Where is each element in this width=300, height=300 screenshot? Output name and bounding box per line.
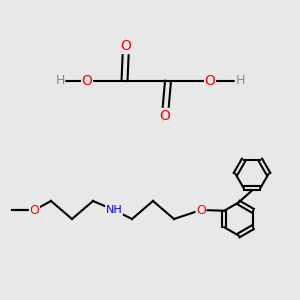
- Text: H: H: [55, 74, 65, 88]
- Text: H: H: [235, 74, 245, 88]
- Text: O: O: [196, 203, 206, 217]
- Text: O: O: [30, 203, 39, 217]
- Text: O: O: [205, 74, 215, 88]
- Text: O: O: [160, 109, 170, 122]
- Text: NH: NH: [106, 205, 122, 215]
- Text: O: O: [82, 74, 92, 88]
- Text: O: O: [121, 40, 131, 53]
